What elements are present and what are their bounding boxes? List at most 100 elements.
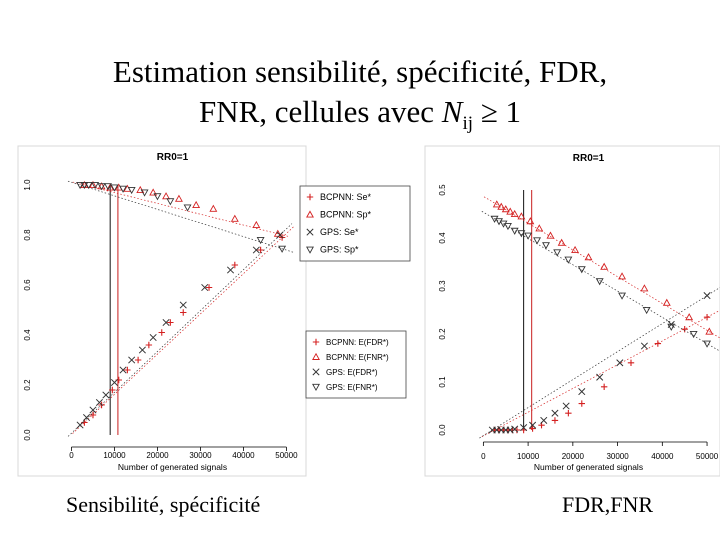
y-tick-label: 0.4 bbox=[438, 232, 447, 244]
data-point bbox=[140, 189, 149, 197]
x-axis-label: Number of generated signals bbox=[118, 462, 227, 472]
title-line-2-prefix: FNR, cellules avec bbox=[198, 94, 442, 129]
y-tick-label: 0.3 bbox=[438, 280, 447, 292]
data-point bbox=[497, 202, 506, 210]
x-tick-label: 0 bbox=[69, 451, 74, 460]
x-tick-label: 50000 bbox=[275, 451, 298, 460]
caption-left: Sensibilité, spécificité bbox=[66, 492, 261, 517]
data-point bbox=[167, 319, 174, 326]
legend-label: BCPNN: E(FNR*) bbox=[326, 353, 389, 362]
data-point bbox=[546, 231, 555, 239]
slide-title: Estimation sensibilité, spécificité, FDR… bbox=[0, 52, 720, 144]
data-point bbox=[553, 249, 562, 257]
data-point bbox=[76, 421, 84, 429]
data-point bbox=[533, 237, 542, 245]
trend-line bbox=[67, 223, 293, 437]
data-point bbox=[162, 318, 170, 327]
data-point bbox=[119, 185, 128, 193]
data-point bbox=[119, 366, 127, 374]
data-point bbox=[166, 198, 175, 206]
data-point bbox=[640, 342, 648, 350]
x-tick-label: 10000 bbox=[517, 452, 540, 461]
chart-1: RR0=1 0 10000 20000 30000 40000 50000 Number of… bbox=[17, 145, 411, 477]
data-point bbox=[102, 391, 110, 399]
data-point bbox=[510, 209, 519, 218]
legend-marker bbox=[312, 368, 320, 376]
data-point bbox=[557, 238, 566, 246]
chart-legend: BCPNN: Se* BCPNN: Sp* GPS: Se* GPS: Sp* bbox=[299, 185, 411, 262]
data-point bbox=[642, 306, 651, 315]
data-point bbox=[252, 246, 260, 254]
y-tick-label: 0.2 bbox=[438, 328, 447, 340]
data-point bbox=[616, 359, 624, 367]
data-point bbox=[76, 181, 85, 190]
data-point bbox=[231, 261, 239, 269]
chart-title: RR0=1 bbox=[157, 152, 189, 163]
data-point bbox=[513, 426, 521, 434]
data-point bbox=[492, 200, 501, 208]
data-point bbox=[257, 246, 264, 254]
legend-marker bbox=[306, 228, 314, 236]
data-point bbox=[526, 217, 535, 225]
data-point bbox=[517, 212, 526, 220]
legend-label: GPS: E(FDR*) bbox=[326, 368, 378, 377]
data-point bbox=[183, 204, 192, 212]
chart-2: RR0=1 0 10000 20000 30000 40000 50000 Number of… bbox=[305, 145, 720, 477]
data-point bbox=[577, 266, 586, 274]
data-point bbox=[256, 236, 265, 245]
trend-line bbox=[481, 310, 720, 438]
data-point bbox=[158, 329, 165, 336]
legend-label: BCPNN: E(FDR*) bbox=[326, 338, 389, 347]
legend-label: GPS: Sp* bbox=[320, 245, 359, 255]
data-point bbox=[600, 383, 608, 390]
data-point bbox=[662, 298, 671, 306]
data-point bbox=[201, 283, 209, 292]
data-point bbox=[226, 266, 235, 274]
data-point bbox=[501, 205, 510, 213]
legend-label: GPS: Se* bbox=[320, 227, 359, 237]
data-point bbox=[685, 313, 694, 321]
data-point bbox=[134, 356, 142, 364]
data-point bbox=[149, 333, 157, 342]
data-point bbox=[138, 346, 146, 354]
x-tick-label: 20000 bbox=[562, 452, 585, 461]
data-point bbox=[230, 214, 239, 222]
data-point bbox=[149, 188, 158, 196]
chart-frame bbox=[424, 145, 720, 477]
data-point bbox=[180, 309, 187, 316]
data-point bbox=[529, 425, 536, 432]
x-axis-label: Number of generated signals bbox=[534, 462, 643, 472]
data-point bbox=[564, 256, 573, 264]
legend-box bbox=[299, 185, 411, 262]
data-point bbox=[584, 253, 593, 261]
title-line-2: FNR, cellules avec Nij ≥ 1 bbox=[0, 92, 720, 144]
data-point bbox=[562, 402, 570, 410]
data-point bbox=[520, 424, 528, 432]
data-point bbox=[535, 224, 544, 232]
data-point bbox=[89, 180, 97, 189]
data-point bbox=[681, 326, 688, 333]
x-tick-label: 40000 bbox=[232, 451, 255, 460]
data-point bbox=[273, 229, 282, 237]
data-point bbox=[600, 262, 609, 270]
data-point bbox=[162, 192, 171, 200]
data-point bbox=[540, 416, 548, 424]
title-symbol: N bbox=[441, 94, 463, 129]
chart-title: RR0=1 bbox=[573, 153, 605, 164]
data-point bbox=[89, 406, 97, 414]
data-point bbox=[565, 410, 572, 417]
data-point bbox=[174, 194, 183, 202]
title-line-1: Estimation sensibilité, spécificité, FDR… bbox=[112, 54, 608, 89]
legend-box bbox=[305, 330, 407, 399]
trend-line bbox=[479, 287, 720, 439]
title-line-2-suffix: ≥ 1 bbox=[473, 94, 522, 129]
data-point bbox=[109, 386, 116, 394]
data-point bbox=[618, 292, 627, 300]
x-tick-label: 20000 bbox=[146, 451, 169, 460]
x-tick-label: 30000 bbox=[606, 452, 629, 461]
data-point bbox=[618, 272, 627, 280]
data-point bbox=[551, 417, 559, 424]
data-point bbox=[529, 421, 537, 429]
y-tick-label: 0.6 bbox=[23, 279, 32, 291]
